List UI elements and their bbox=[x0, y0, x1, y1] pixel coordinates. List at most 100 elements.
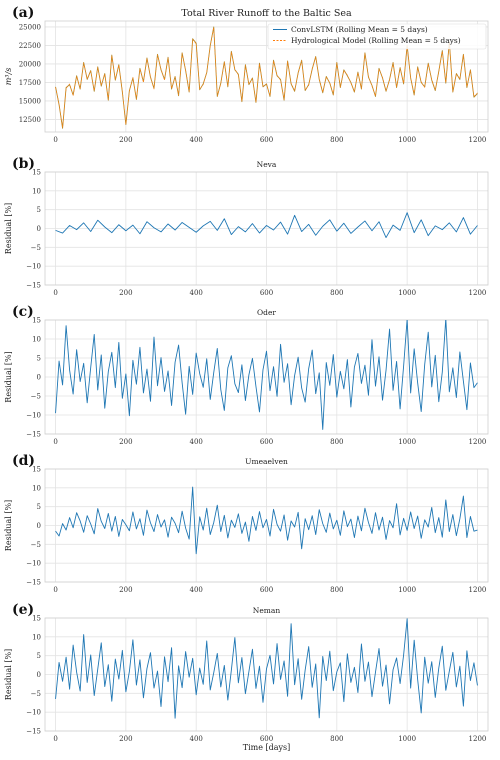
y-tick-label: 15 bbox=[32, 317, 41, 325]
x-tick-label: 600 bbox=[260, 136, 273, 144]
panel-title: Umeaelven bbox=[245, 457, 288, 466]
x-tick-label: 0 bbox=[53, 735, 57, 743]
x-tick-label: 1200 bbox=[469, 735, 487, 743]
y-tick-label: −10 bbox=[26, 560, 41, 568]
y-axis-label: m³/s bbox=[4, 68, 13, 86]
y-axis-label: Residual [%] bbox=[4, 351, 13, 402]
panel-label: (b) bbox=[12, 156, 35, 172]
y-tick-label: −10 bbox=[26, 263, 41, 271]
x-axis-label: Time [days] bbox=[243, 743, 291, 752]
legend-entry-label: ConvLSTM (Rolling Mean = 5 days) bbox=[291, 25, 428, 34]
y-tick-label: 15 bbox=[32, 169, 41, 177]
x-tick-label: 800 bbox=[330, 735, 343, 743]
panel-e: −15 −10 −5 0 5 10 15 0 200 400 600 800 1000 1200 Resid… bbox=[4, 602, 489, 743]
x-tick-label: 0 bbox=[53, 586, 57, 594]
y-tick-label: −15 bbox=[26, 579, 41, 587]
y-tick-label: 0 bbox=[37, 374, 41, 382]
panel-title: Neman bbox=[253, 606, 281, 615]
x-tick-label: 600 bbox=[260, 438, 273, 446]
y-tick-label: 5 bbox=[37, 503, 41, 511]
x-tick-label: 0 bbox=[53, 438, 57, 446]
x-tick-label: 1200 bbox=[469, 438, 487, 446]
y-tick-label: 0 bbox=[37, 225, 41, 233]
y-tick-label: 17500 bbox=[19, 79, 41, 87]
y-tick-label: 5 bbox=[37, 206, 41, 214]
panel-a: 12500 15000 17500 20000 22500 25000 0 200 400 600… bbox=[4, 5, 489, 144]
y-tick-label: 10 bbox=[32, 187, 41, 195]
x-tick-label: 1000 bbox=[398, 735, 416, 743]
x-tick-label: 200 bbox=[119, 586, 132, 594]
x-tick-label: 200 bbox=[119, 735, 132, 743]
x-tick-label: 800 bbox=[330, 438, 343, 446]
plot-frame bbox=[44, 617, 489, 732]
y-tick-label: 0 bbox=[37, 522, 41, 530]
x-tick-label: 400 bbox=[189, 735, 202, 743]
x-tick-label: 1200 bbox=[469, 289, 487, 297]
residual-series-line bbox=[55, 486, 478, 555]
residual-series-line bbox=[55, 618, 478, 719]
panel-d: −15 −10 −5 0 5 10 15 0 200 400 600 800 1000 1200 Resid… bbox=[4, 453, 489, 594]
y-tick-label: −5 bbox=[31, 690, 41, 698]
y-tick-label: 0 bbox=[37, 671, 41, 679]
y-tick-label: −15 bbox=[26, 431, 41, 439]
y-tick-label: 10 bbox=[32, 484, 41, 492]
x-tick-label: 1200 bbox=[469, 136, 487, 144]
x-tick-label: 1000 bbox=[398, 136, 416, 144]
x-tick-label: 1000 bbox=[398, 586, 416, 594]
x-tick-label: 800 bbox=[330, 289, 343, 297]
x-tick-label: 1000 bbox=[398, 438, 416, 446]
y-tick-label: −5 bbox=[31, 244, 41, 252]
x-tick-label: 600 bbox=[260, 289, 273, 297]
y-tick-label: 5 bbox=[37, 652, 41, 660]
x-tick-label: 1000 bbox=[398, 289, 416, 297]
panel-title: Total River Runoff to the Baltic Sea bbox=[181, 8, 352, 19]
y-tick-label: 20000 bbox=[19, 60, 41, 68]
y-tick-label: −5 bbox=[31, 541, 41, 549]
x-tick-label: 600 bbox=[260, 735, 273, 743]
x-tick-label: 200 bbox=[119, 136, 132, 144]
x-tick-label: 600 bbox=[260, 586, 273, 594]
panel-label: (d) bbox=[12, 453, 35, 469]
x-tick-label: 0 bbox=[53, 136, 57, 144]
panel-b: −15 −10 −5 0 5 10 15 0 200 400 600 800 1000 1200 Resid… bbox=[4, 156, 489, 297]
x-tick-label: 800 bbox=[330, 136, 343, 144]
legend-box bbox=[267, 23, 487, 50]
x-tick-label: 400 bbox=[189, 136, 202, 144]
legend: ConvLSTM (Rolling Mean = 5 days) Hydrolog… bbox=[267, 23, 487, 50]
y-tick-label: 12500 bbox=[19, 116, 41, 124]
y-axis-label: Residual [%] bbox=[4, 203, 13, 254]
y-tick-label: 5 bbox=[37, 355, 41, 363]
x-tick-label: 0 bbox=[53, 289, 57, 297]
panel-label: (e) bbox=[12, 602, 34, 618]
legend-entry-label: Hydrological Model (Rolling Mean = 5 day… bbox=[291, 36, 461, 45]
y-tick-label: −15 bbox=[26, 282, 41, 290]
x-tick-label: 400 bbox=[189, 586, 202, 594]
plot-frame bbox=[44, 20, 489, 133]
y-tick-label: −5 bbox=[31, 393, 41, 401]
panel-c: −15 −10 −5 0 5 10 15 0 200 400 600 800 1000 1200 Resid… bbox=[4, 304, 489, 446]
y-tick-label: 15 bbox=[32, 615, 41, 623]
y-tick-label: −10 bbox=[26, 709, 41, 717]
x-tick-label: 200 bbox=[119, 438, 132, 446]
y-tick-label: 10 bbox=[32, 336, 41, 344]
plot-frame bbox=[44, 319, 489, 435]
x-tick-label: 200 bbox=[119, 289, 132, 297]
panel-title: Oder bbox=[257, 308, 276, 317]
y-tick-label: 10 bbox=[32, 633, 41, 641]
y-tick-label: 22500 bbox=[19, 42, 41, 50]
x-tick-label: 1200 bbox=[469, 586, 487, 594]
x-tick-label: 800 bbox=[330, 586, 343, 594]
panel-label: (a) bbox=[12, 5, 34, 21]
y-tick-label: 25000 bbox=[19, 23, 41, 31]
residual-series-line bbox=[55, 320, 478, 430]
plot-frame bbox=[44, 468, 489, 583]
y-tick-label: −10 bbox=[26, 412, 41, 420]
residual-series-line bbox=[55, 212, 478, 238]
y-axis-label: Residual [%] bbox=[4, 649, 13, 700]
y-tick-label: −15 bbox=[26, 728, 41, 736]
panel-title: Neva bbox=[257, 160, 277, 169]
y-tick-label: 15000 bbox=[19, 97, 41, 105]
panel-label: (c) bbox=[12, 304, 34, 320]
plot-frame bbox=[44, 171, 489, 286]
